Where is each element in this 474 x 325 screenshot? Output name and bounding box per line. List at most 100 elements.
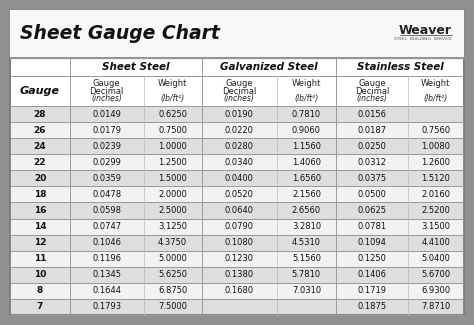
Text: 0.1680: 0.1680 <box>225 286 254 295</box>
Text: 4.3750: 4.3750 <box>158 238 187 247</box>
Text: 5.0400: 5.0400 <box>421 254 450 263</box>
Text: 26: 26 <box>34 126 46 135</box>
Text: 0.0400: 0.0400 <box>225 174 254 183</box>
FancyBboxPatch shape <box>10 267 464 283</box>
Text: 10: 10 <box>34 270 46 279</box>
FancyBboxPatch shape <box>10 186 464 202</box>
Text: 0.1196: 0.1196 <box>92 254 121 263</box>
Text: 0.0478: 0.0478 <box>92 190 121 199</box>
Text: 0.0500: 0.0500 <box>357 190 386 199</box>
Text: 0.1250: 0.1250 <box>357 254 386 263</box>
Text: 1.0080: 1.0080 <box>421 142 450 151</box>
Text: 2.0000: 2.0000 <box>158 190 187 199</box>
FancyBboxPatch shape <box>10 170 464 186</box>
FancyBboxPatch shape <box>10 202 464 218</box>
Text: 11: 11 <box>34 254 46 263</box>
Text: 0.7560: 0.7560 <box>421 126 450 135</box>
Text: 0.1719: 0.1719 <box>357 286 386 295</box>
Text: 1.6560: 1.6560 <box>292 174 321 183</box>
Text: 7.0310: 7.0310 <box>292 286 321 295</box>
Text: 0.0625: 0.0625 <box>357 206 386 215</box>
Text: 0.1080: 0.1080 <box>225 238 254 247</box>
Text: 5.0000: 5.0000 <box>158 254 187 263</box>
Text: 12: 12 <box>34 238 46 247</box>
Text: 0.1094: 0.1094 <box>357 238 386 247</box>
Text: 22: 22 <box>34 158 46 167</box>
Text: 0.7810: 0.7810 <box>292 110 321 119</box>
Text: Gauge: Gauge <box>358 80 386 88</box>
Text: 5.7810: 5.7810 <box>292 270 321 279</box>
Text: 3.1500: 3.1500 <box>421 222 450 231</box>
Text: 0.0598: 0.0598 <box>92 206 121 215</box>
Text: 0.0781: 0.0781 <box>357 222 386 231</box>
Text: 4.5310: 4.5310 <box>292 238 321 247</box>
Text: Stainless Steel: Stainless Steel <box>356 62 443 72</box>
Text: 2.1560: 2.1560 <box>292 190 321 199</box>
Text: 5.6700: 5.6700 <box>421 270 450 279</box>
Text: (lb/ft²): (lb/ft²) <box>424 94 448 102</box>
Text: 1.0000: 1.0000 <box>158 142 187 151</box>
Text: (inches): (inches) <box>224 94 255 102</box>
Text: 0.0640: 0.0640 <box>225 206 254 215</box>
Text: Gauge: Gauge <box>93 80 120 88</box>
Text: Weaver: Weaver <box>399 23 452 36</box>
Text: 7.5000: 7.5000 <box>158 303 187 311</box>
Text: 2.5200: 2.5200 <box>421 206 450 215</box>
Text: 0.0250: 0.0250 <box>357 142 386 151</box>
Text: (lb/ft²): (lb/ft²) <box>161 94 185 102</box>
Text: 0.0187: 0.0187 <box>357 126 386 135</box>
Text: Sheet Steel: Sheet Steel <box>102 62 170 72</box>
Text: 1.1560: 1.1560 <box>292 142 321 151</box>
FancyBboxPatch shape <box>10 138 464 154</box>
Text: 0.0156: 0.0156 <box>357 110 386 119</box>
Text: 0.6250: 0.6250 <box>158 110 187 119</box>
Text: 24: 24 <box>34 142 46 151</box>
Text: 4.4100: 4.4100 <box>421 238 450 247</box>
Text: 1.2600: 1.2600 <box>421 158 450 167</box>
Text: 7.8710: 7.8710 <box>421 303 450 311</box>
Text: (inches): (inches) <box>91 94 122 102</box>
Text: 6.9300: 6.9300 <box>421 286 450 295</box>
Text: Decimal: Decimal <box>90 86 124 96</box>
Text: 1.2500: 1.2500 <box>158 158 187 167</box>
Text: 0.0340: 0.0340 <box>225 158 254 167</box>
Text: 0.0375: 0.0375 <box>357 174 386 183</box>
Text: 0.0790: 0.0790 <box>225 222 254 231</box>
Text: 0.0190: 0.0190 <box>225 110 254 119</box>
Text: 0.1380: 0.1380 <box>225 270 254 279</box>
Text: Gauge: Gauge <box>20 86 60 96</box>
Text: 0.0520: 0.0520 <box>225 190 254 199</box>
Text: 0.9060: 0.9060 <box>292 126 321 135</box>
Text: 1.5120: 1.5120 <box>421 174 450 183</box>
Text: 0.1644: 0.1644 <box>92 286 121 295</box>
Text: Galvanized Steel: Galvanized Steel <box>220 62 318 72</box>
Text: 3.1250: 3.1250 <box>158 222 187 231</box>
Text: 0.0280: 0.0280 <box>225 142 254 151</box>
Text: 0.0312: 0.0312 <box>357 158 386 167</box>
Text: 18: 18 <box>34 190 46 199</box>
Text: STEEL  BUILDING  SERVICE: STEEL BUILDING SERVICE <box>394 37 452 41</box>
Text: 0.0239: 0.0239 <box>92 142 121 151</box>
Text: 8: 8 <box>37 286 43 295</box>
Text: 0.0179: 0.0179 <box>92 126 121 135</box>
Text: 5.6250: 5.6250 <box>158 270 187 279</box>
Text: 0.1875: 0.1875 <box>357 303 386 311</box>
Text: Weight: Weight <box>421 80 450 88</box>
Text: Decimal: Decimal <box>355 86 389 96</box>
FancyBboxPatch shape <box>10 299 464 315</box>
FancyBboxPatch shape <box>10 283 464 299</box>
Text: 0.0747: 0.0747 <box>92 222 121 231</box>
Text: 0.1345: 0.1345 <box>92 270 121 279</box>
Text: 0.0299: 0.0299 <box>92 158 121 167</box>
Text: (lb/ft²): (lb/ft²) <box>294 94 319 102</box>
Text: 14: 14 <box>34 222 46 231</box>
Text: 0.1406: 0.1406 <box>357 270 386 279</box>
Text: 5.1560: 5.1560 <box>292 254 321 263</box>
FancyBboxPatch shape <box>10 10 464 58</box>
Text: 0.1046: 0.1046 <box>92 238 121 247</box>
Text: 0.0149: 0.0149 <box>92 110 121 119</box>
Text: Sheet Gauge Chart: Sheet Gauge Chart <box>20 23 220 43</box>
Text: 0.0220: 0.0220 <box>225 126 254 135</box>
Text: 16: 16 <box>34 206 46 215</box>
Text: 2.0160: 2.0160 <box>421 190 450 199</box>
